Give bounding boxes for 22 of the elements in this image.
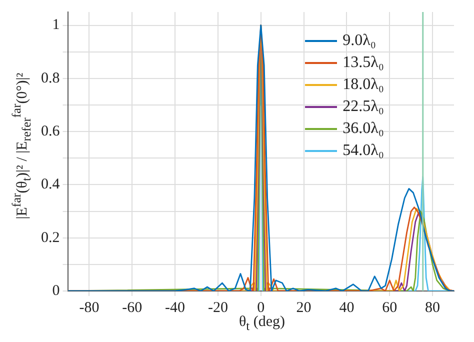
- legend-label: 13.5λ₀: [342, 54, 384, 72]
- y-tick-label: 0.8: [41, 70, 60, 86]
- legend-label: 22.5λ₀: [342, 98, 384, 116]
- x-tick-label: 60: [382, 300, 398, 316]
- y-tick-label: 0: [52, 282, 60, 299]
- x-tick-label: -40: [165, 300, 186, 316]
- x-tick-label: -60: [122, 300, 142, 316]
- y-tick-label: 0.4: [41, 176, 60, 193]
- legend-label: 36.0λ₀: [342, 120, 384, 138]
- x-tick-label: -20: [208, 300, 228, 316]
- legend-label: 9.0λ₀: [342, 32, 376, 50]
- y-tick-label: 0.6: [41, 124, 60, 140]
- x-tick-label: 20: [296, 300, 312, 316]
- x-axis-title: θ$_{t}$ (deg): [238, 314, 286, 334]
- x-tick-label: -80: [79, 300, 100, 316]
- y-tick-label: 0.2: [41, 230, 60, 246]
- x-tick-label: 80: [425, 300, 440, 316]
- y-tick-label: 1: [52, 17, 60, 34]
- x-tick-label: 0: [257, 300, 265, 316]
- legend-label: 54.0λ₀: [342, 142, 384, 160]
- x-tick-label: 40: [339, 300, 354, 316]
- legend-label: 18.0λ₀: [342, 76, 384, 94]
